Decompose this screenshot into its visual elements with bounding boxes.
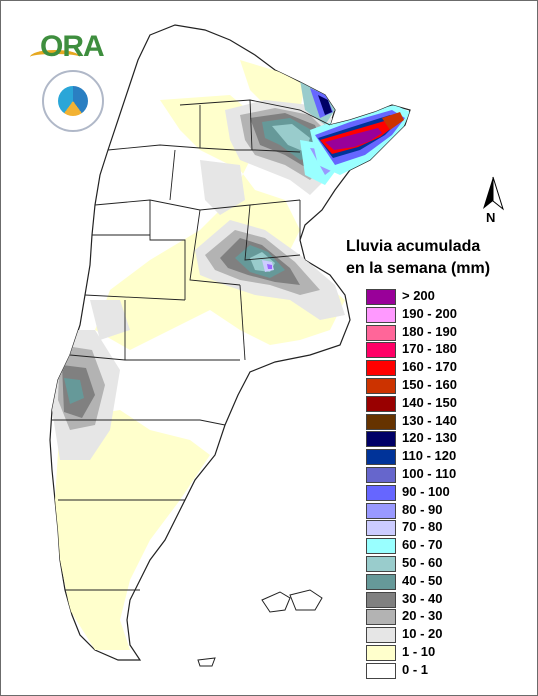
- legend-item: 30 - 40: [366, 591, 506, 608]
- legend-label: 180 - 190: [402, 323, 457, 339]
- legend-item: 10 - 20: [366, 626, 506, 644]
- legend-label: 150 - 160: [402, 377, 457, 392]
- legend-swatch: [366, 306, 396, 323]
- legend-item: 180 - 190: [366, 324, 506, 341]
- legend-swatch: [366, 484, 396, 501]
- legend-label: 30 - 40: [402, 590, 443, 606]
- legend-item: 0 - 1: [366, 662, 506, 679]
- legend-title: Lluvia acumulada en la semana (mm): [346, 236, 490, 280]
- north-label: N: [486, 210, 496, 225]
- legend-item: 40 - 50: [366, 573, 506, 590]
- legend-label: 170 - 180: [402, 341, 457, 357]
- legend-swatch: [366, 431, 396, 448]
- legend-title-line2: en la semana (mm): [346, 260, 491, 277]
- legend-swatch: [366, 413, 396, 430]
- legend-swatch: [366, 556, 396, 572]
- legend-label: 1 - 10: [402, 644, 436, 659]
- legend-item: 170 - 180: [366, 341, 506, 359]
- legend-swatch: [366, 538, 396, 555]
- legend-swatch: [366, 395, 396, 412]
- legend-label: 60 - 70: [402, 537, 443, 553]
- legend-label: 110 - 120: [402, 448, 457, 464]
- legend-label: 190 - 200: [402, 305, 457, 321]
- legend-item: 150 - 160: [366, 377, 506, 394]
- legend-label: > 200: [402, 288, 435, 303]
- legend-label: 20 - 30: [402, 608, 443, 624]
- legend-label: 0 - 1: [402, 661, 429, 677]
- legend-item: 140 - 150: [366, 395, 506, 412]
- ora-swoosh-icon: [30, 50, 80, 64]
- legend-swatch: [366, 609, 396, 626]
- seal-emblem: [58, 86, 88, 116]
- legend-swatch: [366, 662, 396, 679]
- north-arrow-icon: [483, 176, 504, 211]
- legend-item: 70 - 80: [366, 519, 506, 537]
- legend-swatch: [366, 449, 396, 466]
- smn-seal-icon: [42, 70, 104, 132]
- legend-label: 130 - 140: [402, 412, 457, 428]
- legend-item: 80 - 90: [366, 502, 506, 519]
- legend-item: 90 - 100: [366, 484, 506, 501]
- legend-label: 50 - 60: [402, 555, 443, 570]
- legend-item: 120 - 130: [366, 430, 506, 448]
- legend-label: 90 - 100: [402, 483, 450, 499]
- legend-item: 1 - 10: [366, 644, 506, 661]
- legend-swatch: [366, 289, 396, 305]
- legend-label: 100 - 110: [402, 466, 457, 481]
- legend-swatch: [366, 467, 396, 483]
- legend-swatch: [366, 627, 396, 644]
- legend-swatch: [366, 324, 396, 341]
- legend-label: 120 - 130: [402, 430, 457, 446]
- legend-label: 10 - 20: [402, 626, 443, 642]
- legend-item: 100 - 110: [366, 466, 506, 483]
- legend-item: 60 - 70: [366, 537, 506, 555]
- legend-swatch: [366, 645, 396, 661]
- ora-logo: ORA: [30, 28, 110, 64]
- legend-item: 160 - 170: [366, 359, 506, 377]
- legend-title-line1: Lluvia acumulada: [346, 238, 481, 255]
- legend-label: 70 - 80: [402, 519, 443, 535]
- legend-swatch: [366, 520, 396, 537]
- legend-swatch: [366, 591, 396, 608]
- legend-swatch: [366, 378, 396, 394]
- legend-item: 110 - 120: [366, 448, 506, 466]
- legend-swatch: [366, 573, 396, 590]
- legend-item: 20 - 30: [366, 608, 506, 626]
- legend-label: 40 - 50: [402, 572, 443, 588]
- legend-swatch: [366, 342, 396, 359]
- ora-logo-text: ORA: [40, 30, 105, 63]
- legend-label: 160 - 170: [402, 359, 457, 375]
- legend-swatch: [366, 502, 396, 519]
- legend-item: 130 - 140: [366, 413, 506, 430]
- province-borders: [52, 99, 331, 591]
- legend-label: 140 - 150: [402, 394, 457, 410]
- legend-label: 80 - 90: [402, 501, 443, 517]
- legend-item: 50 - 60: [366, 555, 506, 572]
- malvinas-islands: [197, 589, 323, 667]
- legend-item: 190 - 200: [366, 306, 506, 323]
- legend-swatch: [366, 360, 396, 377]
- legend-item: > 200: [366, 288, 506, 305]
